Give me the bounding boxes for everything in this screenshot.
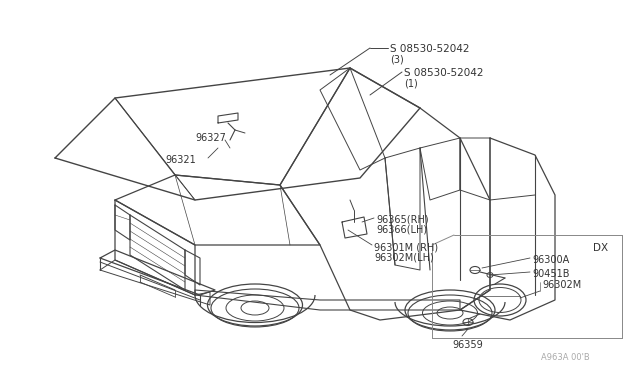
Text: S 08530-52042: S 08530-52042 bbox=[390, 44, 470, 54]
Text: 96366(LH): 96366(LH) bbox=[376, 225, 427, 235]
Text: 96300A: 96300A bbox=[532, 255, 569, 265]
Text: (1): (1) bbox=[404, 79, 418, 89]
Text: 96359: 96359 bbox=[452, 340, 483, 350]
Text: 90451B: 90451B bbox=[532, 269, 570, 279]
Text: 96365(RH): 96365(RH) bbox=[376, 215, 429, 225]
Text: DX: DX bbox=[593, 243, 608, 253]
Text: 96327: 96327 bbox=[195, 133, 226, 143]
Text: 96302M(LH): 96302M(LH) bbox=[374, 252, 434, 262]
Text: 96302M: 96302M bbox=[542, 280, 581, 290]
Text: 96321: 96321 bbox=[165, 155, 196, 165]
Text: S 08530-52042: S 08530-52042 bbox=[404, 68, 483, 78]
Text: A963A 00'B: A963A 00'B bbox=[541, 353, 590, 362]
Text: 96301M (RH): 96301M (RH) bbox=[374, 242, 438, 252]
Text: (3): (3) bbox=[390, 55, 404, 65]
